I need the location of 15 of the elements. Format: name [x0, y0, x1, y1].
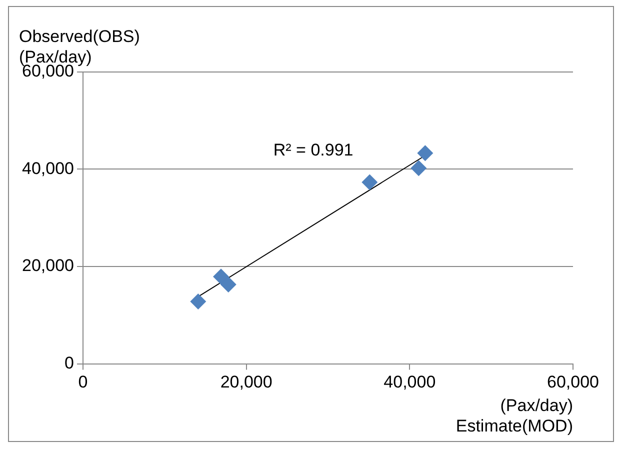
y-tick-label: 0 [64, 353, 74, 372]
point [417, 145, 434, 162]
point [213, 268, 230, 285]
point [410, 160, 427, 176]
x-tick-label: 20,000 [220, 372, 272, 392]
point [220, 276, 236, 292]
x-axis-title: (Pax/day) Estimate(MOD) [456, 396, 573, 436]
y-tick-label: 40,000 [22, 158, 74, 178]
annotation: R² = 0.991 [273, 140, 354, 160]
x-tick-label: 40,000 [384, 372, 436, 392]
point [190, 294, 206, 310]
point [362, 174, 378, 190]
x-tick-label: 60,000 [547, 372, 599, 392]
y-tick-label: 20,000 [22, 256, 74, 276]
x-tick-label: 0 [78, 372, 88, 392]
